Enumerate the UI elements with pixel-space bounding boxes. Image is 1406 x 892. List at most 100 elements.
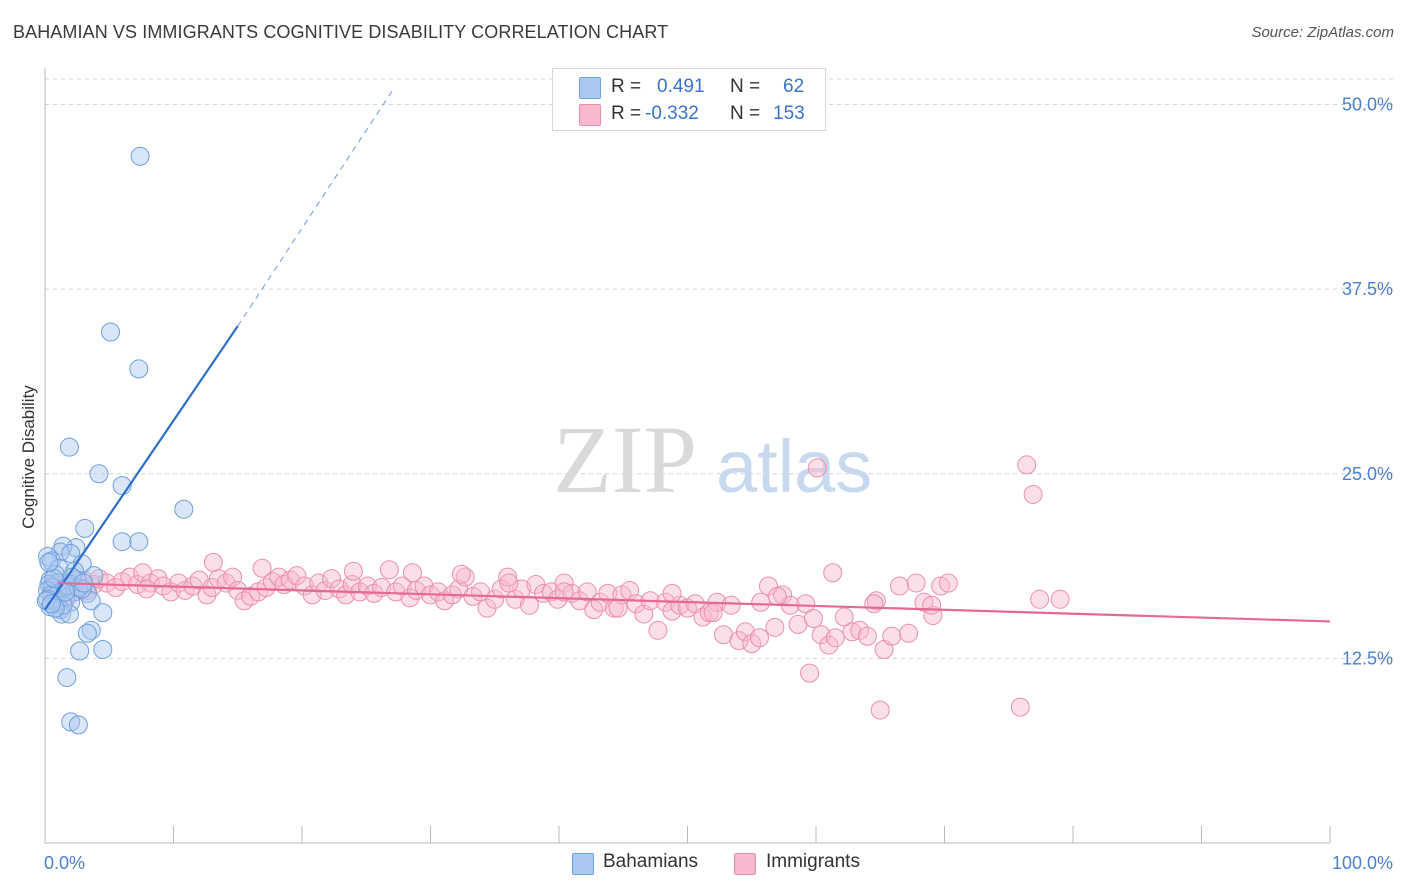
immigrants-point-132 — [1010, 697, 1030, 717]
immigrants-point-66 — [491, 579, 511, 599]
immigrants-point-47 — [358, 576, 378, 596]
n-value: 153 — [773, 103, 805, 124]
immigrants-point-70 — [519, 595, 539, 615]
bahamians-point-9 — [129, 532, 149, 552]
bahamians-point-47 — [57, 668, 77, 688]
immigrants-point-125 — [931, 576, 951, 596]
bahamians-point-45 — [70, 641, 90, 661]
immigrants-point-136 — [749, 628, 769, 648]
immigrants-point-52 — [392, 576, 412, 596]
immigrants-point-137 — [252, 558, 272, 578]
immigrants-point-61 — [455, 567, 475, 587]
source-label: Source: ZipAtlas.com — [1251, 24, 1394, 41]
immigrants-point-111 — [819, 635, 839, 655]
immigrants-point-79 — [584, 600, 604, 620]
bahamians-point-43 — [81, 620, 101, 640]
immigrants-point-65 — [485, 589, 505, 609]
n-label: N = — [730, 103, 761, 124]
immigrants-point-122 — [906, 573, 926, 593]
immigrants-point-142 — [767, 586, 787, 606]
r-label: R = — [611, 76, 642, 97]
y-tick-label-2: 37.5% — [1342, 279, 1393, 299]
bahamians-point-59 — [56, 582, 76, 602]
watermark-zip: ZIP — [553, 406, 697, 513]
bahamians-point-0 — [130, 146, 150, 166]
immigrants-point-104 — [765, 617, 785, 637]
immigrants-point-37 — [287, 566, 307, 586]
immigrants-point-121 — [899, 623, 919, 643]
immigrants-point-108 — [796, 594, 816, 614]
r-label: R = — [611, 103, 642, 124]
immigrants-point-120 — [890, 576, 910, 596]
bahamians-points — [36, 146, 194, 735]
bahamians-point-2 — [129, 359, 149, 379]
y-axis-label: Cognitive Disability — [19, 385, 38, 529]
bahamians-point-49 — [68, 715, 88, 735]
immigrants-point-42 — [322, 569, 342, 589]
r-value: -0.332 — [645, 103, 699, 124]
immigrants-point-119 — [882, 626, 902, 646]
immigrants-point-98 — [721, 595, 741, 615]
immigrants-point-78 — [577, 582, 597, 602]
immigrants-point-130 — [1030, 589, 1050, 609]
immigrants-point-129 — [870, 700, 890, 720]
immigrants-point-113 — [834, 607, 854, 627]
immigrants-point-114 — [842, 622, 862, 642]
immigrants-trend-line — [57, 581, 1331, 623]
legend-immigrants-label: Immigrants — [766, 851, 860, 872]
immigrants-point-110 — [811, 625, 831, 645]
legend-bahamians-label: Bahamians — [603, 851, 699, 872]
n-label: N = — [730, 76, 761, 97]
watermark: ZIP atlas — [553, 406, 872, 513]
immigrants-point-148 — [864, 594, 884, 614]
bahamians-trend-line — [44, 325, 239, 611]
r-value: 0.491 — [657, 76, 705, 97]
immigrants-point-117 — [866, 591, 886, 611]
immigrants-point-124 — [923, 606, 943, 626]
immigrants-point-133 — [1017, 455, 1037, 475]
immigrants-point-146 — [608, 598, 628, 618]
x-tick-label-max: 100.0% — [1332, 853, 1393, 873]
y-tick-label-3: 50.0% — [1342, 95, 1393, 115]
bahamians-point-6 — [174, 499, 194, 519]
immigrants-point-134 — [1023, 484, 1043, 504]
immigrants-point-115 — [850, 620, 870, 640]
immigrants-point-44 — [336, 585, 356, 605]
y-tick-labels: 12.5% 25.0% 37.5% 50.0% — [1342, 95, 1393, 669]
watermark-atlas: atlas — [716, 425, 872, 508]
bahamians-point-48 — [61, 712, 81, 732]
immigrants-point-150 — [137, 579, 157, 599]
immigrants-point-144 — [403, 563, 423, 583]
bahamians-point-3 — [59, 437, 79, 457]
immigrants-point-123 — [914, 592, 934, 612]
bahamians-swatch — [579, 77, 601, 99]
x-tick-label-min: 0.0% — [44, 853, 85, 873]
immigrants-point-139 — [451, 564, 471, 584]
y-tick-label-0: 12.5% — [1342, 648, 1393, 668]
immigrants-point-88 — [648, 620, 668, 640]
bahamians-point-61 — [41, 594, 61, 614]
bahamians-point-40 — [93, 603, 113, 623]
gridlines — [45, 78, 1393, 659]
immigrants-point-147 — [703, 603, 723, 623]
immigrants-point-116 — [857, 626, 877, 646]
immigrants-point-112 — [825, 628, 845, 648]
immigrants-point-28 — [228, 580, 248, 600]
immigrants-point-143 — [203, 552, 223, 572]
correlation-legend: R = 0.491 N = 62 R = -0.332 N = 153 — [552, 68, 826, 131]
bahamians-point-58 — [39, 552, 59, 572]
immigrants-point-135 — [807, 458, 827, 478]
immigrants-point-58 — [435, 591, 455, 611]
bahamians-point-1 — [101, 322, 121, 342]
immigrants-point-68 — [505, 589, 525, 609]
bahamians-point-8 — [112, 532, 132, 552]
bahamians-point-44 — [77, 623, 97, 643]
bahamians-point-46 — [93, 640, 113, 660]
immigrants-point-40 — [309, 573, 329, 593]
immigrants-point-141 — [662, 583, 682, 603]
chart-title: BAHAMIAN VS IMMIGRANTS COGNITIVE DISABIL… — [13, 22, 669, 42]
legend-immigrants-swatch — [734, 853, 756, 875]
x-tick-labels: 0.0% 100.0% — [44, 853, 1393, 873]
immigrants-point-67 — [498, 567, 518, 587]
